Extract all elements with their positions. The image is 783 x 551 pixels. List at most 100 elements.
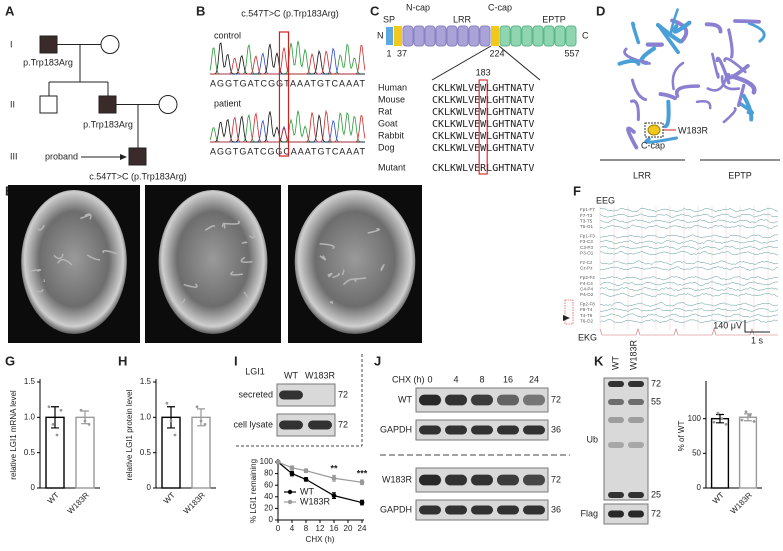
eeg-trace bbox=[599, 313, 779, 318]
zoom-line bbox=[431, 45, 492, 81]
ribbon bbox=[704, 22, 723, 34]
blot-row: WT bbox=[398, 394, 412, 404]
bar bbox=[75, 416, 95, 489]
lrr-repeat bbox=[413, 25, 425, 47]
species-name: Rat bbox=[378, 106, 393, 116]
lrr-repeat bbox=[446, 25, 458, 47]
y-tick-label: 1.0 bbox=[140, 412, 152, 421]
ribbon bbox=[623, 47, 651, 65]
y-tick-label: 1.5 bbox=[24, 377, 36, 386]
eeg-channel: C4-P4 bbox=[580, 286, 593, 291]
eptp-repeat bbox=[554, 25, 566, 47]
blot-band bbox=[419, 394, 441, 406]
mri-fold bbox=[353, 277, 367, 280]
data-point bbox=[55, 433, 59, 437]
data-point bbox=[165, 401, 169, 405]
carrier-label: p.Trp183Arg bbox=[23, 57, 73, 67]
blot-band bbox=[471, 394, 493, 406]
domain-position: 1 bbox=[386, 48, 391, 58]
error-bar bbox=[197, 408, 205, 427]
y-tick-label: 0.5 bbox=[24, 448, 36, 457]
eeg-trace bbox=[599, 239, 779, 245]
mri-fold bbox=[230, 270, 243, 276]
mri-head bbox=[158, 190, 268, 334]
domain-label: EPTP bbox=[728, 170, 752, 180]
data-point bbox=[740, 418, 744, 422]
mri-fold bbox=[224, 220, 241, 225]
generation-label: I bbox=[10, 39, 13, 49]
data-point bbox=[83, 419, 87, 423]
data-point bbox=[752, 420, 756, 423]
blot-band bbox=[471, 505, 493, 515]
data-point bbox=[47, 405, 51, 409]
timepoint: 0 bbox=[427, 374, 432, 384]
data-point bbox=[744, 410, 748, 414]
eeg-channel: F8-T4 bbox=[580, 307, 593, 312]
data-point bbox=[748, 413, 752, 417]
eeg-trace bbox=[599, 286, 779, 291]
panel-label: H bbox=[118, 353, 127, 368]
ribbon bbox=[747, 21, 766, 43]
x-tick-label: 0 bbox=[276, 524, 281, 533]
eeg-trace bbox=[599, 266, 779, 271]
species-name: Dog bbox=[378, 142, 395, 152]
size-marker: 25 bbox=[651, 489, 661, 499]
eeg-title: EEG bbox=[596, 195, 615, 205]
blot-row: cell lysate bbox=[233, 419, 273, 429]
eeg-trace bbox=[599, 302, 779, 307]
aligned-sequence: CKLKWLVEWLGHTNATV bbox=[432, 119, 534, 130]
blot-band bbox=[445, 394, 467, 406]
ribbon bbox=[741, 94, 754, 122]
bar bbox=[738, 416, 758, 489]
y-tick-label: 0 bbox=[147, 483, 152, 492]
region-label: C-cap bbox=[641, 140, 665, 150]
ekg-label: EKG bbox=[578, 332, 597, 342]
blot-band bbox=[523, 394, 545, 406]
eeg-channel: P3-O1 bbox=[580, 250, 594, 255]
y-tick-label: 0 bbox=[269, 515, 274, 524]
mri-fold bbox=[342, 278, 357, 286]
pedigree-male bbox=[39, 95, 58, 114]
y-axis-label: relative LGI1 mRNA level bbox=[9, 390, 18, 480]
data-point bbox=[720, 417, 724, 421]
mutation-box bbox=[278, 31, 290, 157]
species-name: Mouse bbox=[378, 94, 405, 104]
data-point bbox=[199, 419, 203, 423]
zoom-line bbox=[498, 45, 541, 81]
panel-label: C bbox=[370, 3, 380, 18]
base-sequence: AGGTGATCGGTAAATGTCAAAT bbox=[210, 78, 366, 88]
size-marker: 72 bbox=[551, 474, 561, 484]
blot-row: GAPDH bbox=[380, 504, 412, 514]
y-tick-label: 50 bbox=[692, 448, 701, 457]
eeg-trace bbox=[599, 251, 779, 256]
eeg-trace bbox=[599, 292, 779, 297]
mri-fold bbox=[204, 224, 216, 231]
legend-label: WT bbox=[300, 486, 314, 496]
eptp-repeat bbox=[532, 25, 544, 47]
bar bbox=[710, 417, 730, 489]
blot-protein: LGI1 bbox=[245, 366, 265, 376]
significance-mark: ** bbox=[330, 464, 338, 474]
ribbon bbox=[663, 99, 671, 129]
timepoint: 4 bbox=[453, 374, 458, 384]
blot-band bbox=[628, 417, 644, 423]
eptp-repeat bbox=[499, 25, 511, 47]
domain-sp bbox=[386, 27, 393, 45]
blot-band bbox=[523, 474, 545, 486]
mri-fold bbox=[175, 297, 186, 304]
x-tick-label: 12 bbox=[316, 524, 325, 533]
timepoint: 16 bbox=[503, 374, 513, 384]
y-axis-label: % LGI1 remaining bbox=[249, 459, 258, 523]
blot-band bbox=[308, 420, 332, 430]
significance-mark: *** bbox=[357, 468, 368, 478]
blot-band bbox=[497, 505, 519, 515]
eptp-repeat bbox=[521, 25, 533, 47]
ribbon bbox=[644, 136, 678, 144]
eeg-trace bbox=[599, 260, 779, 266]
panel-label: G bbox=[5, 353, 15, 368]
x-tick-label: 4 bbox=[290, 524, 295, 533]
data-point bbox=[303, 468, 309, 474]
mri-fold bbox=[241, 241, 248, 244]
blot-band bbox=[419, 474, 441, 486]
lrr-repeat bbox=[402, 25, 414, 47]
